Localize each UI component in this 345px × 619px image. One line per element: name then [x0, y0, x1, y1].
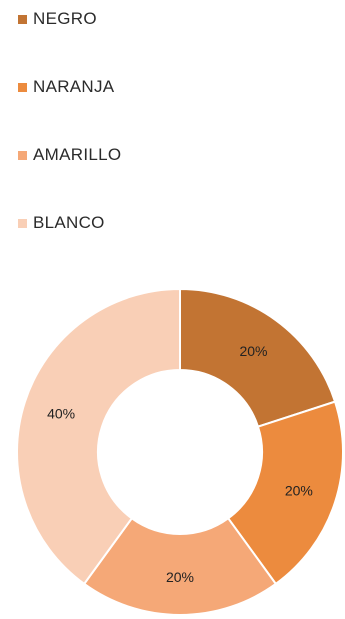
- legend-label-amarillo: AMARILLO: [33, 145, 122, 164]
- donut-slice-blanco: [16, 287, 181, 586]
- legend-swatch-naranja: [18, 82, 27, 92]
- data-label-amarillo: 20%: [166, 569, 194, 585]
- legend-item-amarillo: AMARILLO: [18, 142, 121, 168]
- data-label-blanco: 40%: [47, 405, 75, 421]
- data-label-negro: 20%: [239, 343, 267, 359]
- legend-swatch-blanco: [18, 218, 27, 228]
- data-label-naranja: 20%: [285, 483, 313, 499]
- legend-item-blanco: BLANCO: [18, 210, 105, 236]
- legend-label-naranja: NARANJA: [33, 77, 115, 96]
- legend-swatch-negro: [18, 14, 27, 24]
- legend-label-blanco: BLANCO: [33, 213, 105, 232]
- donut-chart: 20% 20% 20% 40%: [16, 287, 344, 616]
- legend-item-negro: NEGRO: [18, 6, 97, 32]
- donut-slice-naranja: [226, 400, 344, 586]
- legend-item-naranja: NARANJA: [18, 74, 114, 100]
- legend-label-negro: NEGRO: [33, 9, 97, 28]
- legend-swatch-amarillo: [18, 150, 27, 160]
- donut-slice-amarillo: [82, 516, 278, 616]
- donut-slice-negro: [179, 287, 337, 428]
